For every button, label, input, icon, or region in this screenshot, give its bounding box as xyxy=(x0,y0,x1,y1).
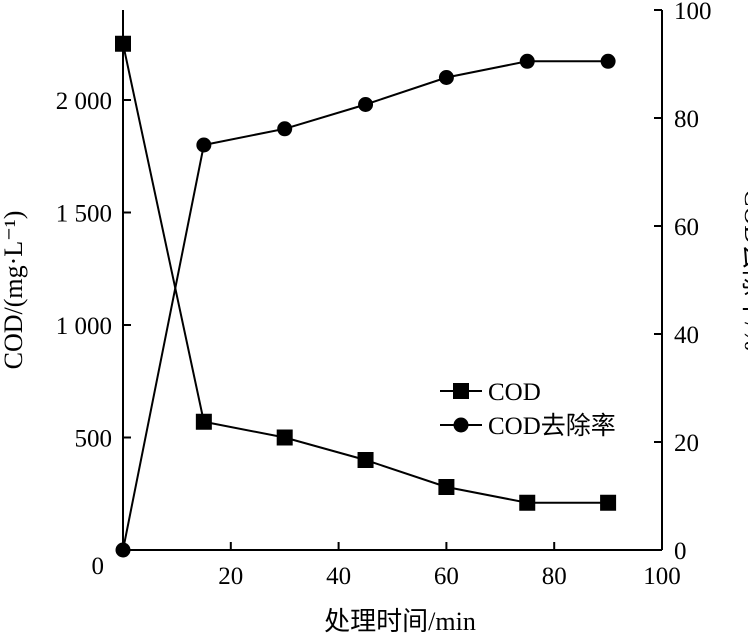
series-1-point-5 xyxy=(519,53,535,69)
y-right-tick-label-1: 20 xyxy=(674,430,699,457)
y-right-tick-label-5: 100 xyxy=(674,0,712,25)
y-right-tick-label-3: 60 xyxy=(674,214,699,241)
y-left-tick-label-2: 1 000 xyxy=(56,313,112,340)
series-0-point-0 xyxy=(115,35,131,52)
x-tick-label-1: 40 xyxy=(326,563,351,590)
series-1-line xyxy=(122,60,609,551)
y-right-tick-label-0: 0 xyxy=(674,538,687,565)
series-1-point-2 xyxy=(277,121,293,137)
series-1-point-0 xyxy=(115,542,131,558)
legend-marker-1 xyxy=(453,417,469,433)
x-tick-label-3: 80 xyxy=(542,563,567,590)
series-0-point-4 xyxy=(438,479,455,495)
legend-label-1: COD去除率 xyxy=(488,412,616,440)
y-left-tick-label-3: 1 500 xyxy=(56,201,112,228)
series-0-point-1 xyxy=(195,413,212,430)
y-left-tick-label-0: 0 xyxy=(92,553,105,580)
series-1-point-1 xyxy=(196,137,212,153)
series-1-point-6 xyxy=(600,53,616,69)
y-left-tick-label-1: 500 xyxy=(75,426,113,453)
y-axis-right-label: COD去除率/% xyxy=(739,189,748,351)
y-axis-left-label: COD/(mg·L⁻¹) xyxy=(0,211,28,370)
legend: COD COD去除率 xyxy=(440,379,616,440)
series-0-point-3 xyxy=(357,452,374,468)
series-0-point-6 xyxy=(600,494,617,511)
x-axis-label: 处理时间/min xyxy=(324,607,476,636)
series-1-point-3 xyxy=(358,97,374,112)
series-layer xyxy=(115,35,617,558)
x-tick-label-4: 100 xyxy=(643,563,681,590)
x-tick-label-2: 60 xyxy=(434,563,459,590)
series-0-point-2 xyxy=(276,429,293,446)
series-1-point-4 xyxy=(438,70,454,85)
y-left-tick-label-4: 2 000 xyxy=(56,88,112,115)
y-right-tick-label-2: 40 xyxy=(674,322,699,349)
series-0-point-5 xyxy=(519,494,536,511)
y-right-tick-label-4: 80 xyxy=(674,106,699,133)
legend-label-0: COD xyxy=(488,379,541,406)
x-tick-label-0: 20 xyxy=(218,563,243,590)
legend-marker-0 xyxy=(453,383,469,399)
